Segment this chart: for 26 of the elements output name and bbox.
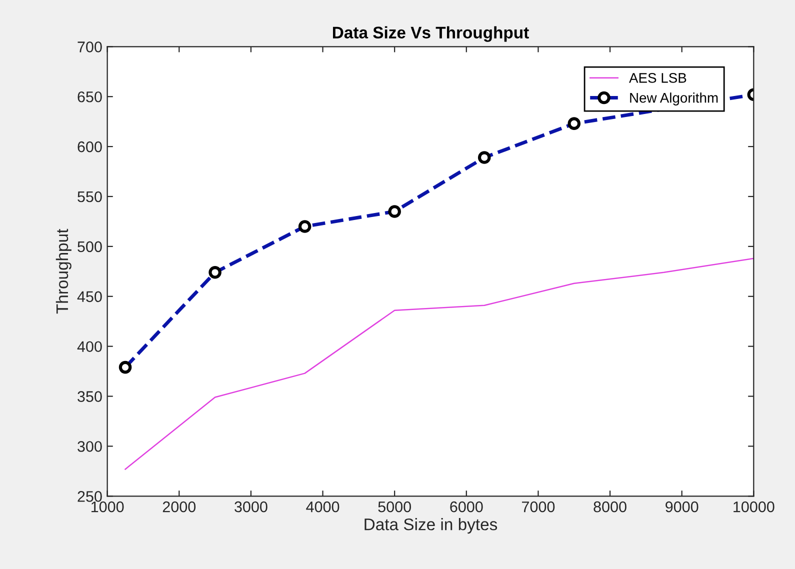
x-tick-label: 5000 xyxy=(378,501,411,512)
y-tick-label: 600 xyxy=(78,141,102,152)
y-tick-label: 450 xyxy=(77,291,102,302)
y-tick-label: 350 xyxy=(78,391,102,402)
y-tick-label: 550 xyxy=(78,191,102,202)
legend-label: AES LSB xyxy=(629,73,686,83)
x-axis-title: Data Size in bytes xyxy=(364,518,498,534)
y-tick-label: 650 xyxy=(78,91,102,102)
x-tick-label: 10000 xyxy=(734,501,774,512)
y-tick-label: 400 xyxy=(77,341,102,352)
legend-label: New Algorithm xyxy=(630,92,718,106)
x-tick-label: 7000 xyxy=(522,501,555,512)
y-axis-title: Throughput xyxy=(56,228,72,314)
y-tick-label: 300 xyxy=(78,441,102,452)
y-tick-label: 500 xyxy=(78,241,102,252)
x-tick-label: 4000 xyxy=(306,501,340,512)
y-tick-label: 700 xyxy=(78,42,102,52)
chart-title: Data Size Vs Throughput xyxy=(332,26,529,42)
x-tick-label: 6000 xyxy=(450,501,483,512)
line-series xyxy=(124,258,754,470)
x-tick-label: 9000 xyxy=(666,501,698,512)
y-tick-label: 250 xyxy=(78,491,102,502)
x-tick-label: 1000 xyxy=(92,501,124,512)
x-tick-label: 3000 xyxy=(234,501,268,512)
x-tick-label: 8000 xyxy=(594,501,626,512)
x-tick-label: 2000 xyxy=(162,501,196,512)
